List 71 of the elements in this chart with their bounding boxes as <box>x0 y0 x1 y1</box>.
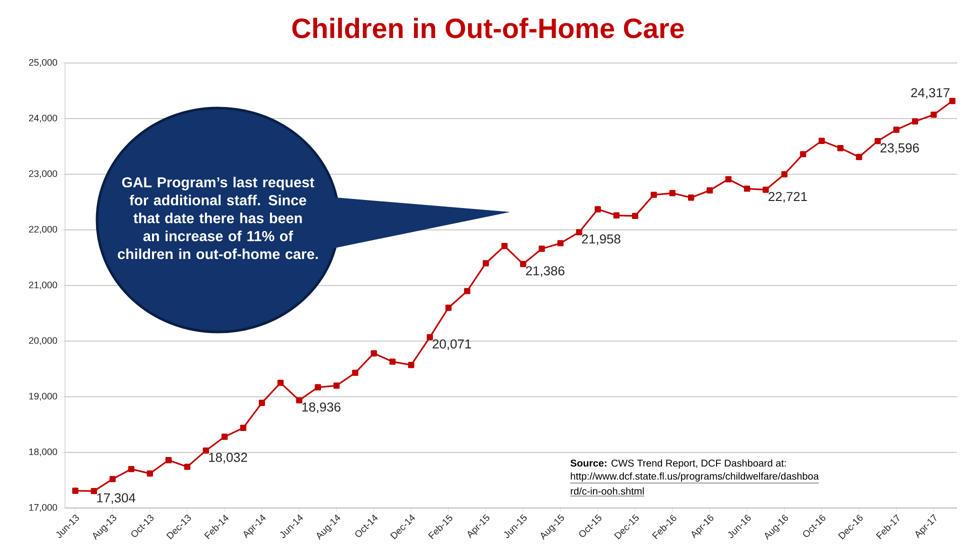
data-label: 22,721 <box>768 192 807 203</box>
point <box>128 466 134 472</box>
point <box>688 194 694 201</box>
point <box>296 397 302 404</box>
point <box>576 229 582 236</box>
point <box>482 260 489 266</box>
y-tick-label: 24,000 <box>29 114 58 123</box>
y-tick-label: 22,000 <box>29 226 58 234</box>
point <box>221 434 228 440</box>
point <box>557 240 564 246</box>
annotation: rd/c-in-ooh.shtml <box>570 487 644 495</box>
point <box>669 190 676 196</box>
data-label: 20,071 <box>432 339 472 350</box>
y-tick-label: 20,000 <box>29 337 58 346</box>
point <box>594 206 601 212</box>
point <box>352 370 358 376</box>
y-tick-label: 21,000 <box>29 282 58 290</box>
point <box>408 362 414 368</box>
point <box>445 304 452 311</box>
point <box>90 488 98 494</box>
point <box>240 424 246 431</box>
point <box>800 151 806 158</box>
data-label: 23,596 <box>880 143 919 154</box>
point <box>520 260 526 268</box>
point <box>632 212 638 220</box>
point <box>72 488 78 494</box>
point <box>762 186 769 193</box>
y-tick-label: 19,000 <box>29 392 58 401</box>
point <box>874 138 881 144</box>
y-tick-label: 23,000 <box>29 170 58 178</box>
point <box>184 464 190 470</box>
point <box>202 447 210 454</box>
point <box>165 457 172 464</box>
point <box>613 212 620 218</box>
point <box>912 118 918 124</box>
point <box>389 358 396 365</box>
point <box>781 171 788 178</box>
point <box>837 144 844 152</box>
point <box>464 288 470 294</box>
data-label: 17,304 <box>97 493 136 504</box>
point <box>893 126 900 133</box>
data-label: 18,936 <box>302 402 340 414</box>
point <box>277 380 284 386</box>
annotation: GAL Program’s last request for additional staff. Since that date there has been an increase of 11% of children in out-of-home care. <box>118 176 318 260</box>
y-tick-label: 17,000 <box>29 504 58 512</box>
point <box>650 192 657 198</box>
point <box>706 187 713 194</box>
annotation: Source: CWS Trend Report, DCF Dashboard at: <box>570 459 786 469</box>
point <box>146 470 154 477</box>
point <box>930 112 937 118</box>
point <box>501 242 508 250</box>
point <box>370 350 377 356</box>
point <box>856 154 862 160</box>
point <box>949 98 956 104</box>
y-tick-label: 18,000 <box>29 448 58 456</box>
data-label: 24,317 <box>911 88 950 99</box>
point <box>538 246 545 252</box>
point <box>725 176 732 182</box>
chart-title: Children in Out-of-Home Care <box>292 18 684 38</box>
point <box>426 334 433 340</box>
annotation: http://www.dcf.state.fl.us/programs/childwelfare/dashboa <box>570 472 819 482</box>
data-label: 18,032 <box>209 452 248 464</box>
data-label: 21,386 <box>526 266 564 277</box>
point <box>258 400 265 406</box>
y-tick-label: 25,000 <box>29 59 58 67</box>
point <box>314 384 321 390</box>
point <box>744 186 750 192</box>
point <box>333 382 340 389</box>
point <box>818 138 825 144</box>
data-label: 21,958 <box>582 234 620 246</box>
point <box>110 476 116 482</box>
